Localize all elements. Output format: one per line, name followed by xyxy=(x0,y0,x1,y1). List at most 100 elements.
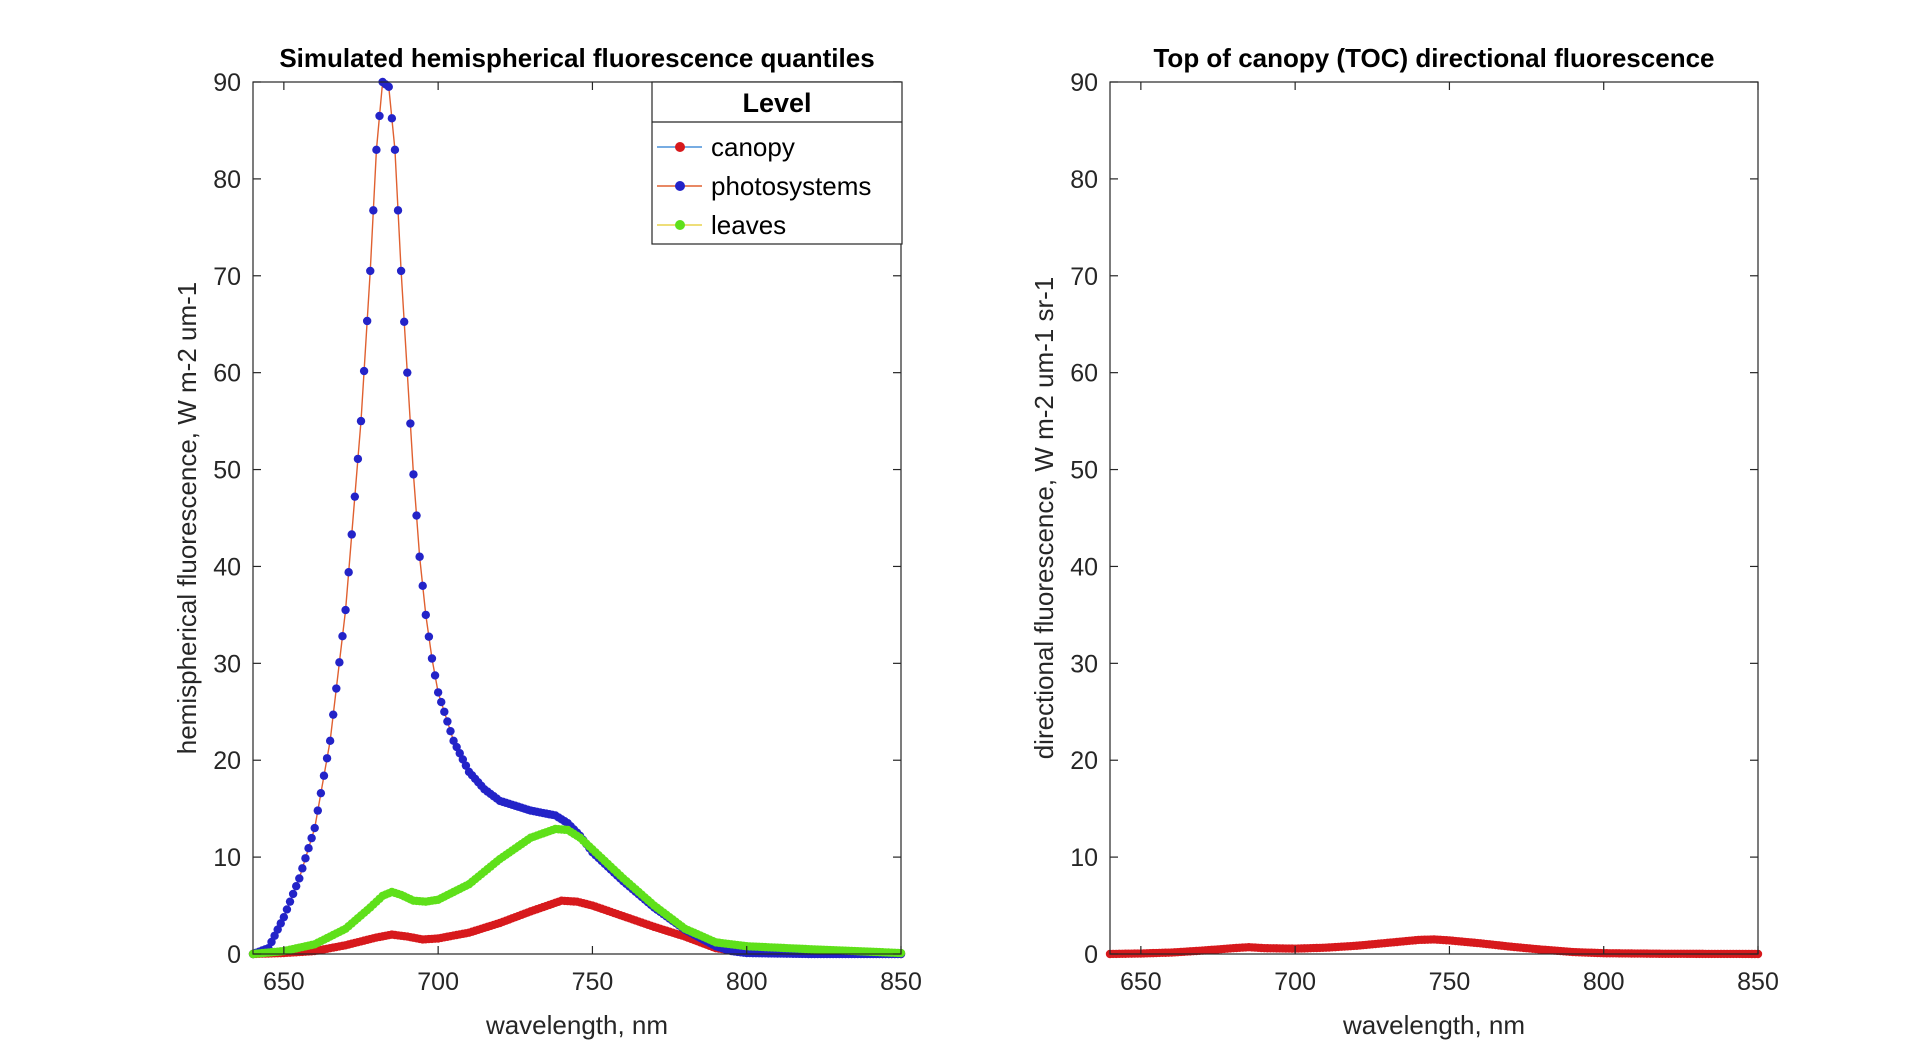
data-point xyxy=(288,889,298,899)
right-plot-frame xyxy=(1109,81,1759,955)
y-tick-label: 0 xyxy=(227,941,241,969)
data-point xyxy=(350,492,360,501)
data-point xyxy=(335,658,344,667)
x-tick-label: 800 xyxy=(1583,968,1625,996)
x-tick-label: 850 xyxy=(880,968,922,996)
data-point xyxy=(369,206,378,215)
y-tick-label: 50 xyxy=(1070,457,1098,485)
data-point xyxy=(393,206,403,215)
legend: Level canopy photosystems leaves xyxy=(651,81,903,245)
data-point xyxy=(344,568,353,577)
data-point xyxy=(446,726,455,736)
y-tick-label: 70 xyxy=(1070,263,1098,291)
data-point xyxy=(375,111,384,121)
data-point xyxy=(295,874,304,883)
data-point xyxy=(390,145,400,155)
legend-box xyxy=(651,81,903,245)
data-point xyxy=(412,511,421,520)
right-x-axis-label: wavelength, nm xyxy=(1342,1010,1525,1040)
data-point xyxy=(396,266,406,276)
y-tick-label: 90 xyxy=(213,69,241,97)
y-tick-label: 60 xyxy=(1070,360,1098,388)
y-tick-label: 70 xyxy=(213,263,241,291)
y-tick-label: 50 xyxy=(213,457,241,485)
legend-label: canopy xyxy=(711,132,795,162)
data-point xyxy=(310,823,319,833)
legend-title: Level xyxy=(742,88,811,118)
data-point xyxy=(304,844,313,853)
x-tick-label: 700 xyxy=(417,968,459,996)
data-point xyxy=(418,581,427,591)
legend-marker xyxy=(675,220,685,230)
data-point xyxy=(384,82,393,92)
data-point xyxy=(403,368,412,377)
data-point xyxy=(455,749,464,758)
y-tick-label: 90 xyxy=(1070,69,1098,97)
data-point xyxy=(387,114,397,123)
legend-marker xyxy=(675,142,685,152)
data-point xyxy=(440,707,449,716)
data-point xyxy=(353,454,363,464)
x-tick-label: 850 xyxy=(1737,968,1779,996)
y-tick-label: 30 xyxy=(1070,650,1098,678)
series-leaves xyxy=(248,824,906,959)
y-tick-label: 40 xyxy=(1070,553,1098,581)
data-point xyxy=(322,754,332,763)
y-tick-label: 20 xyxy=(1070,747,1098,775)
data-point xyxy=(276,919,285,928)
data-point xyxy=(282,905,292,914)
y-tick-label: 0 xyxy=(1084,941,1098,969)
data-point xyxy=(313,806,322,815)
data-point xyxy=(319,771,329,780)
data-point xyxy=(430,671,440,680)
y-tick-label: 10 xyxy=(213,844,241,872)
data-point xyxy=(292,881,301,891)
data-point xyxy=(338,632,347,641)
series-s0 xyxy=(1105,935,1763,959)
x-tick-label: 650 xyxy=(1120,968,1162,996)
y-tick-label: 60 xyxy=(213,360,241,388)
y-tick-label: 40 xyxy=(213,553,241,581)
data-point xyxy=(449,736,458,746)
legend-item-photosystems: photosystems xyxy=(657,171,871,201)
legend-label: photosystems xyxy=(711,171,871,201)
data-point xyxy=(427,654,437,663)
data-point xyxy=(458,755,468,764)
data-point xyxy=(285,897,295,906)
left-y-axis-label: hemispherical fluorescence, W m-2 um-1 xyxy=(172,282,202,755)
right-y-axis-label: directional fluorescence, W m-2 um-1 sr-… xyxy=(1029,277,1059,760)
data-point xyxy=(461,761,471,770)
data-point xyxy=(443,717,452,726)
data-point xyxy=(298,864,307,873)
data-point xyxy=(366,266,375,276)
data-point xyxy=(279,912,289,922)
data-point xyxy=(332,684,341,693)
y-tick-label: 10 xyxy=(1070,844,1098,872)
data-point xyxy=(406,419,415,428)
x-tick-label: 700 xyxy=(1274,968,1316,996)
left-chart: Simulated hemispherical fluorescence qua… xyxy=(172,43,922,1040)
x-tick-label: 800 xyxy=(726,968,768,996)
legend-item-leaves: leaves xyxy=(657,210,786,240)
x-tick-label: 750 xyxy=(572,968,614,996)
data-point xyxy=(270,931,279,940)
data-point xyxy=(415,552,424,561)
data-point xyxy=(437,697,446,707)
data-point xyxy=(433,688,443,697)
data-point xyxy=(347,530,356,539)
y-tick-label: 20 xyxy=(213,747,241,775)
data-point xyxy=(424,632,434,641)
data-point xyxy=(409,470,418,479)
data-point xyxy=(356,416,366,426)
y-tick-label: 80 xyxy=(213,166,241,194)
left-plot-frame xyxy=(252,81,902,955)
data-point xyxy=(301,854,310,863)
data-point xyxy=(307,833,316,843)
data-point xyxy=(273,925,282,934)
data-point xyxy=(341,605,350,615)
y-tick-label: 80 xyxy=(1070,166,1098,194)
left-chart-title: Simulated hemispherical fluorescence qua… xyxy=(279,43,874,73)
legend-marker xyxy=(675,181,685,191)
data-point xyxy=(452,742,461,752)
